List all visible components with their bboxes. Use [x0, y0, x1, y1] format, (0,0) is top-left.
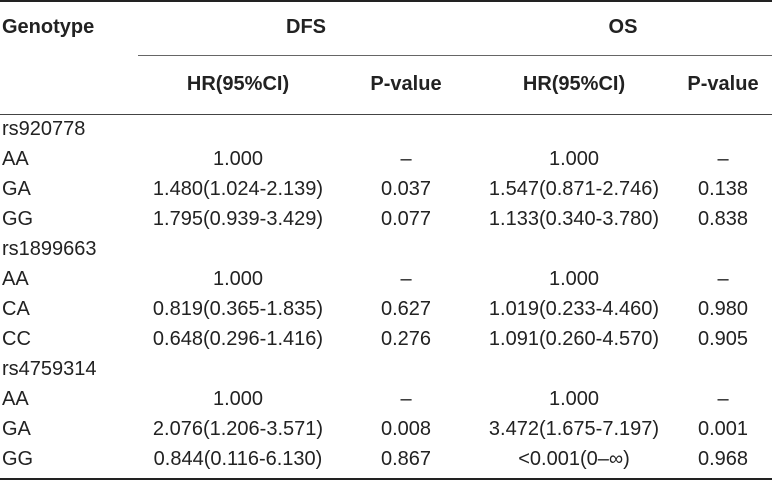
dfs-hr-cell: 1.000: [212, 268, 264, 290]
os-hr-cell: 3.472(1.675-7.197): [488, 418, 660, 440]
os-hr-cell: 1.000: [548, 268, 600, 290]
snp-row: rs1899663: [0, 234, 772, 264]
os-p-cell: –: [717, 388, 729, 410]
dfs-hr-cell: 1.480(1.024-2.139): [152, 178, 324, 200]
os-p-cell: –: [717, 148, 729, 170]
table-row: GA 1.480(1.024-2.139) 0.037 1.547(0.871-…: [0, 174, 772, 204]
genotype-cell: AA: [2, 268, 29, 290]
os-hr-cell: 1.133(0.340-3.780): [488, 208, 660, 230]
table-row: AA 1.000 – 1.000 –: [0, 264, 772, 294]
dfs-p-cell: 0.276: [380, 328, 432, 350]
os-p-cell: 0.838: [697, 208, 749, 230]
os-hr-cell: 1.019(0.233-4.460): [488, 298, 660, 320]
snp-label: rs4759314: [2, 358, 97, 380]
table-row: GG 0.844(0.116-6.130) 0.867 <0.001(0–∞) …: [0, 444, 772, 474]
dfs-p-cell: –: [400, 388, 412, 410]
dfs-p-cell: 0.008: [380, 418, 432, 440]
table-row: GA 2.076(1.206-3.571) 0.008 3.472(1.675-…: [0, 414, 772, 444]
bottom-rule: [0, 478, 772, 480]
snp-label: rs1899663: [2, 238, 97, 260]
os-underline: [474, 55, 772, 56]
dfs-p-cell: 0.867: [380, 448, 432, 470]
header-row-groups: Genotype DFS OS: [0, 0, 772, 56]
header-rule: [0, 114, 772, 115]
os-p-cell: 0.001: [697, 418, 749, 440]
genotype-cell: GG: [2, 448, 34, 470]
os-p-cell: 0.138: [697, 178, 749, 200]
table-row: AA 1.000 – 1.000 –: [0, 384, 772, 414]
dfs-p-cell: –: [400, 148, 412, 170]
genotype-cell: GA: [2, 418, 31, 440]
genotype-cell: GG: [2, 208, 34, 230]
dfs-p-header: P-value: [370, 73, 442, 95]
os-hr-cell: <0.001(0–∞): [518, 448, 630, 470]
dfs-header: DFS: [286, 16, 326, 38]
os-p-cell: 0.905: [697, 328, 749, 350]
os-p-header: P-value: [687, 73, 759, 95]
os-hr-cell: 1.000: [548, 148, 600, 170]
dfs-p-cell: 0.627: [380, 298, 432, 320]
os-hr-cell: 1.000: [548, 388, 600, 410]
dfs-hr-cell: 1.795(0.939-3.429): [152, 208, 324, 230]
os-p-cell: 0.968: [697, 448, 749, 470]
dfs-hr-cell: 2.076(1.206-3.571): [152, 418, 324, 440]
snp-label: rs920778: [2, 118, 86, 140]
dfs-p-cell: 0.077: [380, 208, 432, 230]
snp-row: rs920778: [0, 114, 772, 144]
dfs-hr-cell: 0.819(0.365-1.835): [152, 298, 324, 320]
table-row: AA 1.000 – 1.000 –: [0, 144, 772, 174]
dfs-p-cell: –: [400, 268, 412, 290]
table-body: rs920778 AA 1.000 – 1.000 – GA 1.480(1.0…: [0, 114, 772, 474]
genotype-header: Genotype: [2, 16, 95, 38]
os-hr-cell: 1.091(0.260-4.570): [488, 328, 660, 350]
dfs-hr-cell: 0.844(0.116-6.130): [153, 448, 323, 470]
dfs-p-cell: 0.037: [380, 178, 432, 200]
genotype-cell: GA: [2, 178, 31, 200]
os-p-cell: 0.980: [697, 298, 749, 320]
dfs-hr-cell: 0.648(0.296-1.416): [152, 328, 324, 350]
os-hr-header: HR(95%CI): [522, 73, 626, 95]
genotype-cell: CA: [2, 298, 30, 320]
dfs-hr-header: HR(95%CI): [186, 73, 290, 95]
dfs-hr-cell: 1.000: [212, 148, 264, 170]
table-row: GG 1.795(0.939-3.429) 0.077 1.133(0.340-…: [0, 204, 772, 234]
dfs-underline: [138, 55, 474, 56]
os-header: OS: [608, 16, 638, 38]
top-rule: [0, 0, 772, 2]
genotype-cell: AA: [2, 148, 29, 170]
snp-row: rs4759314: [0, 354, 772, 384]
table-row: CC 0.648(0.296-1.416) 0.276 1.091(0.260-…: [0, 324, 772, 354]
genotype-cell: CC: [2, 328, 31, 350]
os-p-cell: –: [717, 268, 729, 290]
dfs-hr-cell: 1.000: [212, 388, 264, 410]
genotype-cell: AA: [2, 388, 29, 410]
header-row-columns: HR(95%CI) P-value HR(95%CI) P-value: [0, 56, 772, 114]
table-row: CA 0.819(0.365-1.835) 0.627 1.019(0.233-…: [0, 294, 772, 324]
os-hr-cell: 1.547(0.871-2.746): [488, 178, 660, 200]
